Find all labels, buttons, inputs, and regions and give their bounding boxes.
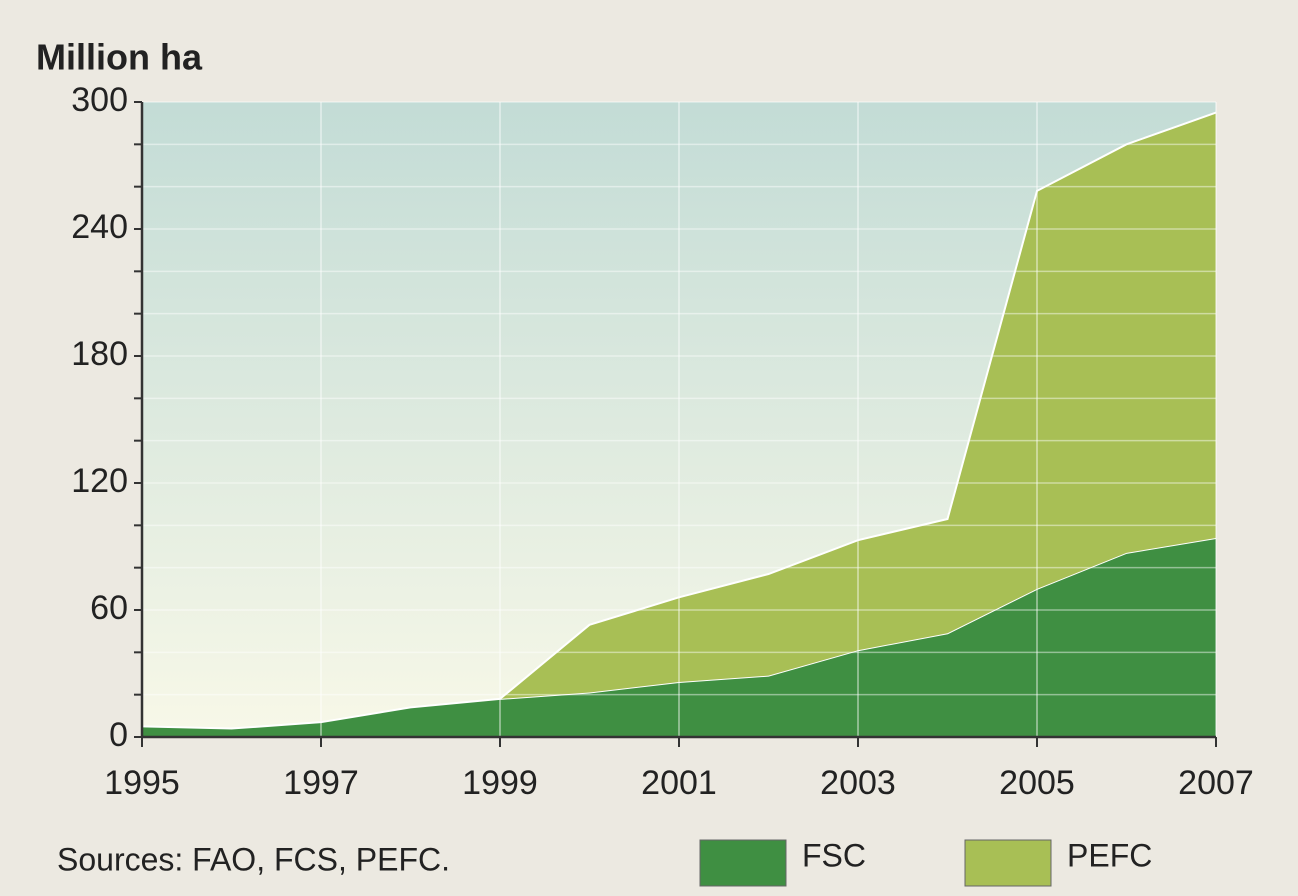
y-tick-label: 60 bbox=[90, 589, 128, 627]
x-tick-label: 2003 bbox=[820, 764, 896, 802]
source: Sources: FAO, FCS, PEFC. bbox=[57, 841, 450, 877]
x-tick-label: 2007 bbox=[1178, 764, 1254, 802]
x-tick-label: 2001 bbox=[641, 764, 717, 802]
legend-label: PEFC bbox=[1067, 837, 1152, 873]
x-tick-label: 1995 bbox=[104, 764, 180, 802]
chart-title: Million ha bbox=[36, 37, 203, 78]
legend-swatch bbox=[699, 839, 787, 887]
x-tick-label: 1999 bbox=[462, 764, 538, 802]
legend-label: FSC bbox=[802, 837, 866, 873]
x-tick-label: 1997 bbox=[283, 764, 359, 802]
x-tick-label: 2005 bbox=[999, 764, 1075, 802]
y-tick-label: 120 bbox=[71, 462, 128, 500]
y-tick-label: 300 bbox=[71, 81, 128, 119]
y-tick-label: 180 bbox=[71, 335, 128, 373]
y-tick-label: 0 bbox=[109, 716, 128, 754]
legend-swatch bbox=[964, 839, 1052, 887]
y-tick-label: 240 bbox=[71, 208, 128, 246]
area bbox=[142, 538, 1216, 737]
